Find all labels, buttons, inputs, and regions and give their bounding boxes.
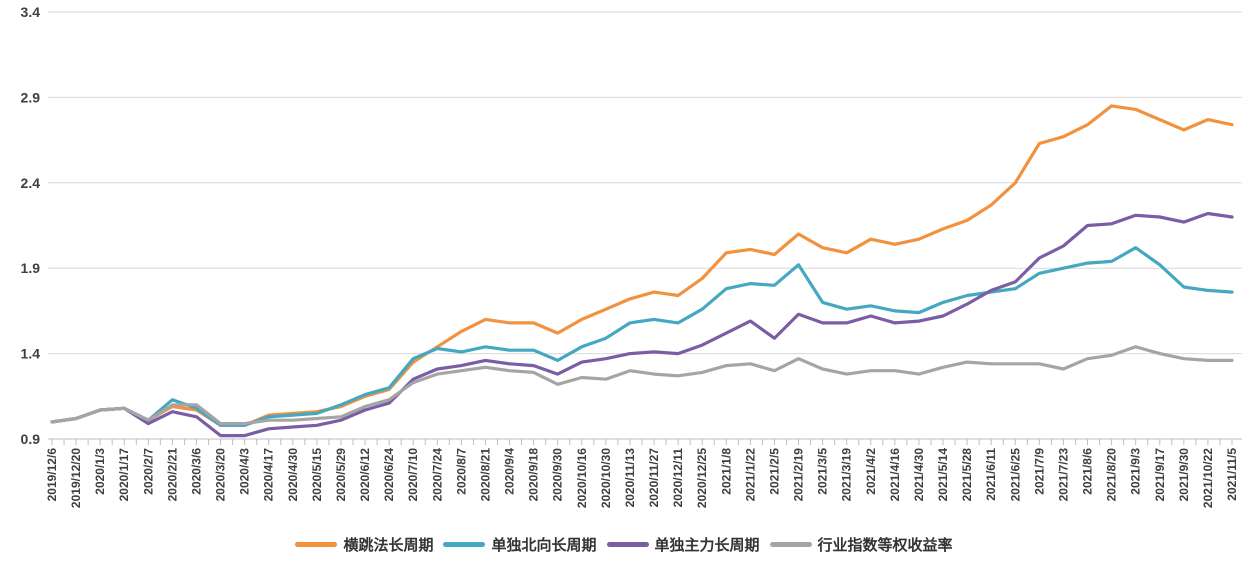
- x-axis-tick-label: 2021/9/17: [1153, 448, 1167, 502]
- x-axis-tick-label: 2021/8/6: [1081, 448, 1095, 495]
- x-axis-tick-label: 2020/1/17: [117, 448, 131, 502]
- x-axis-tick-label: 2021/7/9: [1032, 448, 1046, 495]
- x-axis-tick-label: 2020/9/18: [527, 448, 541, 502]
- x-axis-tick-label: 2020/10/30: [599, 448, 613, 508]
- x-axis-tick-label: 2020/7/10: [406, 448, 420, 502]
- x-axis-tick-label: 2020/9/30: [551, 448, 565, 502]
- chart-legend: 横跳法长周期 单独北向长周期 单独主力长周期 行业指数等权收益率: [0, 534, 1248, 555]
- x-axis-tick-label: 2020/10/16: [575, 448, 589, 508]
- legend-swatch-1: [443, 542, 486, 547]
- legend-swatch-3: [769, 542, 812, 547]
- y-axis-tick-label: 1.9: [21, 260, 41, 276]
- x-axis-tick-label: 2020/3/20: [214, 448, 228, 502]
- x-axis-tick-label: 2020/1/3: [93, 448, 107, 495]
- x-axis: [48, 438, 1242, 445]
- x-axis-tick-label: 2021/5/14: [936, 448, 950, 502]
- x-axis-tick-label: 2020/5/29: [334, 448, 348, 502]
- x-axis-tick-label: 2020/4/30: [286, 448, 300, 502]
- legend-label-2: 单独主力长周期: [654, 537, 760, 554]
- x-axis-tick-label: 2020/4/17: [262, 448, 276, 502]
- x-axis-tick-label: 2020/9/4: [503, 448, 517, 495]
- x-axis-tick-label: 2021/7/23: [1056, 448, 1070, 502]
- x-axis-labels: 2019/12/6 2019/12/20 2020/1/3 2020/1/17 2020…: [45, 448, 1239, 508]
- x-axis-tick-label: 2021/10/22: [1201, 448, 1215, 508]
- x-axis-tick-label: 2019/12/6: [45, 448, 59, 502]
- x-axis-tick-label: 2020/3/6: [189, 448, 203, 495]
- x-axis-tick-label: 2020/5/15: [310, 448, 324, 502]
- x-axis-tick-label: 2020/8/21: [478, 448, 492, 502]
- x-axis-tick-label: 2019/12/20: [69, 448, 83, 508]
- x-axis-tick-label: 2021/11/5: [1225, 448, 1239, 501]
- x-axis-tick-label: 2021/3/19: [840, 448, 854, 502]
- x-axis-tick-label: 2021/5/28: [960, 448, 974, 502]
- x-axis-tick-label: 2020/2/21: [165, 448, 179, 502]
- y-axis-tick-label: 2.4: [21, 175, 41, 191]
- legend-item-3: 行业指数等权收益率: [769, 534, 953, 555]
- x-axis-tick-label: 2021/1/8: [719, 448, 733, 495]
- x-axis-tick-label: 2020/4/3: [238, 448, 252, 495]
- x-axis-tick-label: 2020/11/27: [647, 448, 661, 508]
- x-axis-tick-label: 2021/4/2: [864, 448, 878, 495]
- x-axis-tick-label: 2020/6/12: [358, 448, 372, 502]
- legend-label-0: 横跳法长周期: [343, 537, 434, 554]
- legend-label-1: 单独北向长周期: [491, 537, 597, 554]
- x-axis-tick-label: 2020/6/24: [382, 448, 396, 502]
- x-axis-tick-label: 2021/3/5: [816, 448, 830, 495]
- x-axis-tick-label: 2020/7/24: [430, 448, 444, 502]
- legend-label-3: 行业指数等权收益率: [817, 537, 953, 554]
- legend-item-0: 横跳法长周期: [295, 534, 433, 555]
- y-axis-tick-label: 1.4: [21, 346, 41, 362]
- x-axis-tick-label: 2020/8/7: [454, 448, 468, 495]
- legend-item-1: 单独北向长周期: [443, 534, 597, 555]
- x-axis-tick-label: 2021/8/20: [1105, 448, 1119, 502]
- y-axis-labels: 0.9 1.4 1.9 2.4 2.9 3.4: [21, 4, 41, 447]
- x-axis-tick-label: 2021/4/16: [888, 448, 902, 502]
- x-axis-tick-label: 2021/2/5: [767, 448, 781, 495]
- x-axis-tick-label: 2021/9/30: [1177, 448, 1191, 502]
- x-axis-tick-label: 2021/6/11: [984, 448, 998, 501]
- x-axis-tick-label: 2021/9/3: [1129, 448, 1143, 495]
- x-axis-tick-label: 2021/1/22: [743, 448, 757, 502]
- series-line-2: [50, 211, 1234, 438]
- series-line-0: [50, 104, 1234, 427]
- x-axis-tick-label: 2020/2/7: [141, 448, 155, 495]
- x-axis-tick-label: 2020/12/25: [695, 448, 709, 508]
- x-axis-tick-label: 2021/6/25: [1008, 448, 1022, 502]
- x-axis-tick-label: 2021/4/30: [912, 448, 926, 502]
- series-line-3: [50, 345, 1234, 426]
- gridlines: [48, 11, 1242, 440]
- legend-swatch-2: [606, 542, 649, 547]
- series-line-1: [50, 246, 1234, 427]
- legend-item-2: 单独主力长周期: [606, 534, 760, 555]
- legend-swatch-0: [295, 542, 338, 547]
- y-axis-tick-label: 0.9: [21, 431, 41, 447]
- y-axis-tick-label: 2.9: [21, 89, 41, 105]
- series-lines: [50, 104, 1234, 438]
- x-axis-tick-label: 2020/11/13: [623, 448, 637, 508]
- y-axis-tick-label: 3.4: [21, 4, 41, 20]
- x-axis-tick-label: 2020/12/11: [671, 448, 685, 508]
- x-axis-tick-label: 2021/2/19: [792, 448, 806, 502]
